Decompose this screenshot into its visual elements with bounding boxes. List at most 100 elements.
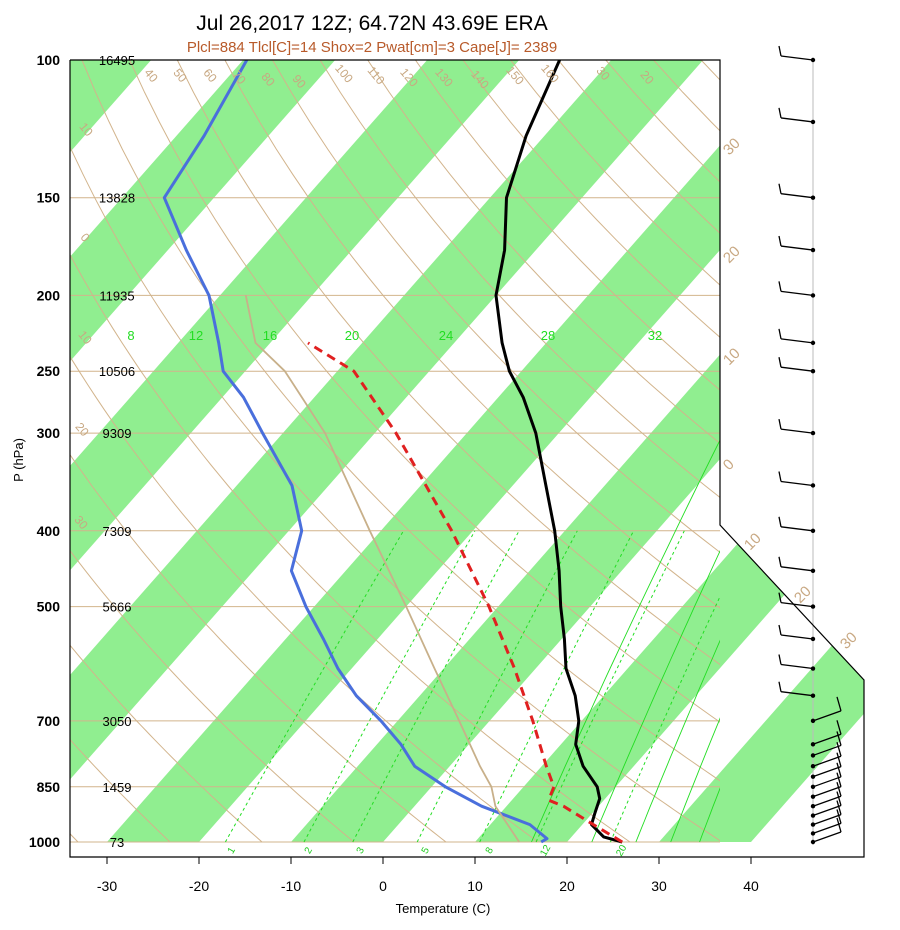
wind-barb (780, 193, 814, 199)
wind-barb (780, 601, 814, 608)
x-tick-label: -30 (97, 878, 117, 894)
height-label: 16495 (99, 53, 135, 68)
mixing-ratio-line (416, 530, 578, 843)
pressure-tick-label: 500 (37, 599, 61, 615)
isotherm-label: 30 (720, 135, 744, 159)
wind-barb-feather (778, 516, 782, 527)
mixing-ratio-label: 12 (538, 843, 553, 859)
isotherm-label: 10 (741, 530, 765, 554)
mixing-ratio-line (670, 717, 720, 843)
pressure-tick-label: 300 (37, 425, 61, 441)
wind-barb-feather (778, 556, 782, 567)
mixing-ratio-label: 1 (226, 845, 239, 856)
dry-adiabat-label: 60 (200, 66, 220, 85)
x-tick-label: 30 (651, 878, 667, 894)
wind-barb-feather (836, 762, 842, 777)
dry-adiabat-label: 110 (365, 64, 388, 88)
mixing-ratio-label: 24 (439, 328, 453, 343)
wind-barb (812, 831, 842, 843)
dry-adiabat-label: 20 (72, 420, 92, 439)
x-tick-label: 10 (467, 878, 483, 894)
isotherm-band (291, 60, 864, 842)
wind-barb (780, 634, 814, 640)
wind-barb-feather (836, 752, 842, 767)
mixing-ratio-label: 28 (541, 328, 555, 343)
mixing-ratio-line (535, 530, 685, 843)
dry-adiabat-label: 50 (170, 66, 190, 85)
height-label: 11935 (99, 288, 134, 303)
wind-barb-feather (778, 235, 782, 247)
x-axis-label: Temperature (C) (396, 901, 491, 916)
wind-barb (780, 526, 814, 532)
mixing-ratio-label: 16 (263, 328, 277, 343)
parcel-line (307, 341, 623, 844)
pressure-tick-label: 250 (37, 363, 61, 379)
dry-adiabat (70, 738, 171, 843)
wind-barb-feather (778, 328, 782, 339)
wind-barb-feather (836, 817, 842, 833)
plot-frame (69, 59, 865, 858)
mixing-ratio-label: 12 (189, 328, 203, 343)
x-tick-label: -20 (189, 878, 209, 894)
pressure-tick-label: 200 (37, 287, 61, 303)
dry-adiabat (414, 60, 720, 391)
dry-adiabat (319, 60, 720, 499)
height-label: 73 (110, 835, 124, 850)
dry-adiabat (70, 355, 539, 843)
wind-barb-feather (778, 281, 782, 292)
wind-barb-feather (836, 800, 842, 815)
wind-barb (780, 691, 814, 697)
dry-adiabat (367, 60, 720, 445)
mixing-ratio-line (699, 787, 720, 843)
wind-barb (780, 338, 814, 344)
temperature-line (494, 60, 623, 844)
height-label: 7309 (103, 524, 132, 539)
pressure-tick-label: 1000 (29, 834, 60, 850)
height-label: 10506 (99, 364, 135, 379)
mixing-ratio-label: 20 (345, 328, 359, 343)
wind-barb-feather (778, 418, 782, 430)
dry-adiabat (272, 60, 720, 553)
wind-barb-feather (836, 742, 842, 757)
wind-barb-feather (778, 624, 782, 636)
dry-adiabat (81, 60, 720, 782)
wind-barb-feather (778, 357, 782, 368)
mixing-ratio-lines (224, 439, 720, 843)
mixing-ratio-line (609, 595, 720, 843)
wind-barb (812, 813, 842, 826)
mixing-ratio-label: 2 (303, 845, 316, 856)
pressure-tick-label: 100 (37, 52, 61, 68)
chart-title: Jul 26,2017 12Z; 64.72N 43.69E ERA (196, 12, 547, 35)
isotherm-band (70, 60, 520, 842)
mixing-ratio-label: 8 (484, 845, 497, 856)
virtual-temperature-line (244, 295, 520, 843)
wind-barb (780, 566, 814, 572)
isotherm-bands (70, 60, 864, 842)
wind-barb-feather (836, 791, 842, 806)
wind-barb (812, 755, 842, 767)
isotherm-band (475, 60, 864, 842)
isotherm-label: 20 (791, 583, 815, 607)
wind-barb (812, 744, 842, 757)
wind-barb-column (778, 45, 842, 845)
wind-barb-feather (836, 772, 842, 787)
mixing-ratio-label: 3 (355, 845, 368, 856)
wind-barb-feather (778, 107, 782, 119)
isotherm-band (107, 60, 864, 842)
mixing-ratio-label: 20 (614, 843, 629, 859)
mixing-ratio-label: 32 (648, 328, 662, 343)
wind-barb (780, 55, 814, 61)
dry-adiabat (176, 60, 720, 666)
dewpoint-line (162, 60, 549, 844)
isotherm-band (70, 60, 336, 842)
height-label: 9309 (103, 426, 132, 441)
wind-barb-feather (836, 809, 842, 824)
wind-barb (780, 663, 814, 670)
dry-adiabat (70, 453, 447, 843)
wind-barb (780, 428, 814, 434)
pressure-tick-label: 150 (37, 190, 61, 206)
wind-barb-feather (778, 654, 782, 665)
x-tick-label: 40 (743, 878, 759, 894)
mixing-ratio-label: 5 (420, 845, 433, 856)
pressure-tick-label: 400 (37, 523, 61, 539)
